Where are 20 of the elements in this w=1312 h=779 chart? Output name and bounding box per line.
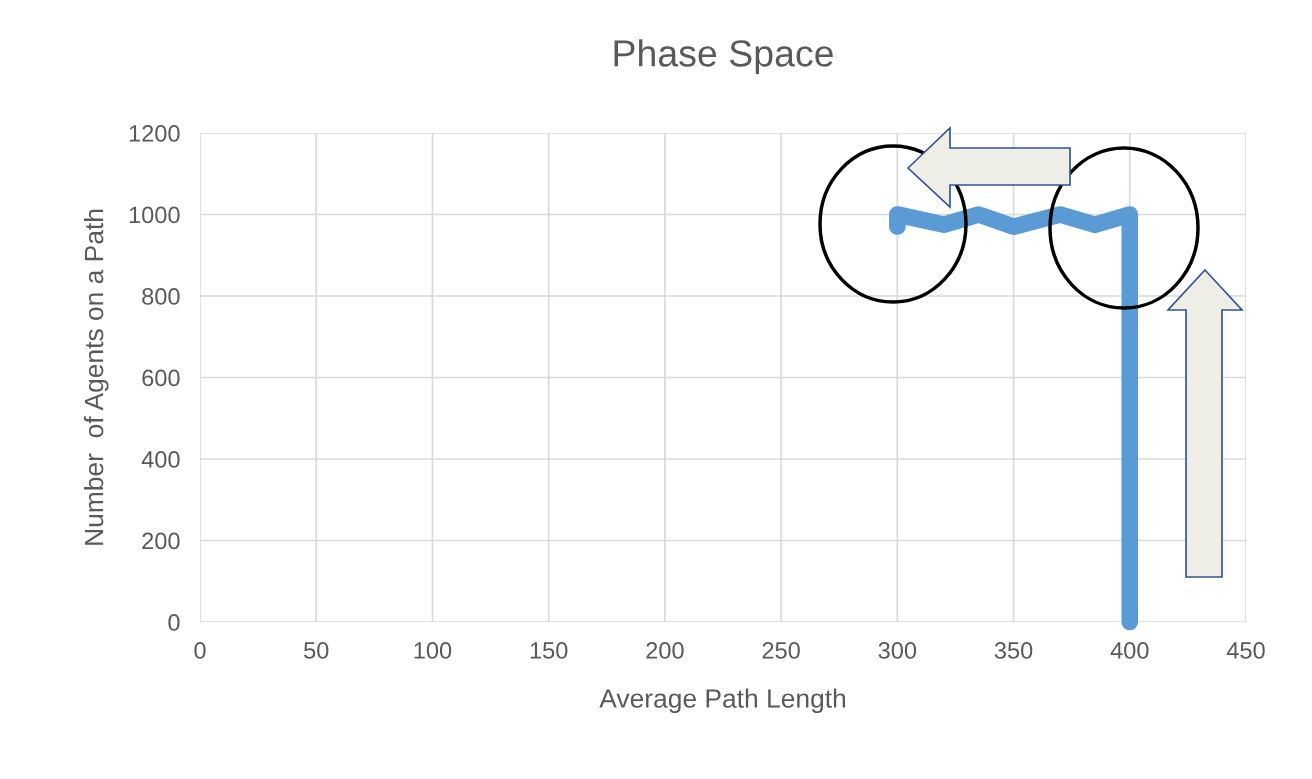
y-axis-title: Number of Agents on a Path [83, 209, 109, 545]
y-tick-label: 1000 [129, 206, 180, 224]
x-tick-label: 350 [994, 642, 1033, 659]
x-tick-label: 250 [762, 642, 800, 659]
x-tick-label: 400 [1110, 642, 1149, 659]
x-tick-label: 450 [1226, 642, 1265, 659]
y-tick-label: 0 [168, 614, 180, 631]
x-tick-label: 50 [304, 642, 329, 659]
y-tick-label: 800 [142, 288, 180, 305]
x-tick-label: 200 [646, 642, 684, 659]
y-tick-label: 400 [141, 451, 180, 468]
x-axis-title: Average Path Length [599, 688, 846, 714]
y-tick-label: 1200 [129, 125, 180, 142]
x-tick-label: 150 [530, 642, 568, 659]
x-tick-label: 100 [414, 642, 452, 659]
chart-title: Phase Space [614, 39, 833, 75]
y-tick-label: 600 [142, 369, 180, 387]
y-tick-label: 200 [142, 532, 180, 550]
x-tick-label: 0 [194, 642, 206, 659]
x-tick-label: 300 [878, 642, 917, 659]
